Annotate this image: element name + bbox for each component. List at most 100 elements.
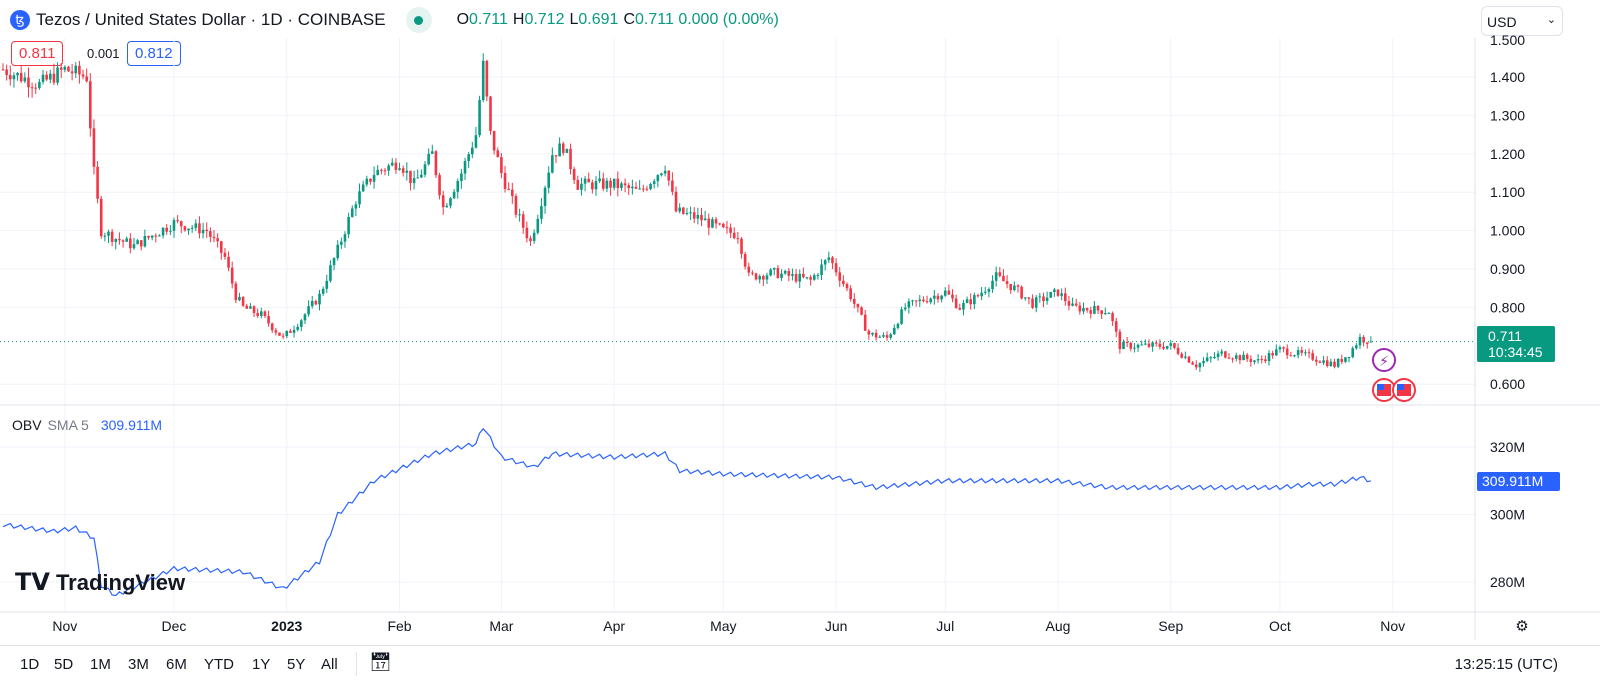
candle-body — [467, 154, 470, 162]
currency-select[interactable]: USD ⌄ — [1481, 6, 1563, 36]
obv-legend[interactable]: OBV SMA 5 309.911M — [12, 417, 163, 433]
candle-body — [634, 186, 638, 189]
candle-body — [30, 87, 34, 89]
candle-body — [1038, 296, 1042, 298]
candle-body — [438, 175, 441, 196]
candle-body — [1125, 341, 1129, 343]
candle-body — [532, 232, 536, 242]
range-6m[interactable]: 6M — [166, 656, 187, 673]
candle-body — [1209, 357, 1213, 359]
candle-body — [449, 198, 452, 206]
candle-body — [496, 150, 500, 158]
x-tick-label: Apr — [603, 618, 625, 634]
candle-body — [656, 175, 660, 182]
candle-body — [1304, 352, 1307, 354]
candle-body — [1282, 347, 1285, 349]
candle-body — [234, 283, 238, 301]
tradingview-logo[interactable]: 𝗧𝗩 TradingView — [15, 569, 186, 596]
range-1d[interactable]: 1D — [20, 656, 40, 673]
candle-body — [663, 170, 667, 174]
price-tick-label: 1.500 — [1490, 32, 1525, 48]
candle-body — [834, 263, 838, 273]
candle-body — [187, 228, 190, 231]
candle-body — [270, 323, 274, 331]
candle-body — [19, 72, 23, 82]
candle-body — [358, 191, 361, 205]
candle-body — [620, 183, 623, 189]
candle-body — [1184, 356, 1187, 358]
candle-body — [285, 330, 289, 337]
candle-body — [896, 323, 900, 328]
settings-gear-icon: ⚙ — [1515, 618, 1528, 635]
candle-body — [1114, 321, 1118, 332]
change-value: 0.000 (0.00%) — [678, 11, 779, 28]
candle-body — [139, 240, 143, 247]
range-3m[interactable]: 3M — [128, 656, 149, 673]
range-all[interactable]: All — [321, 656, 338, 673]
candle-body — [900, 309, 903, 324]
candle-body — [965, 299, 969, 303]
candle-body — [616, 178, 620, 189]
range-ytd[interactable]: YTD — [204, 656, 234, 673]
price-tick-label: 0.600 — [1490, 376, 1525, 392]
candle-body — [1071, 303, 1074, 306]
candle-body — [878, 336, 882, 338]
candle-body — [1067, 301, 1071, 306]
sell-button[interactable]: 0.811 — [11, 41, 64, 66]
candle-body — [1234, 355, 1238, 359]
range-5d[interactable]: 5D — [54, 656, 74, 673]
candle-body — [1063, 293, 1067, 302]
candle-body — [1078, 305, 1082, 312]
obv-line — [2, 427, 1372, 597]
candle-body — [219, 241, 223, 253]
candle-body — [471, 147, 474, 155]
price-tick-label: 1.400 — [1490, 69, 1525, 85]
symbol-title[interactable]: Tezos / United States Dollar · 1D · COIN… — [36, 10, 386, 29]
price-chart[interactable]: Nov Dec 2023 Feb Mar Apr May Jun Jul Aug Sep Oct Nov… — [0, 0, 1600, 645]
candle-body — [1213, 357, 1216, 359]
candle-body — [427, 153, 430, 165]
candle-body — [1315, 359, 1318, 362]
candle-body — [361, 184, 365, 192]
candle-body — [918, 299, 922, 302]
calendar-goto-icon[interactable]: 📅︎ — [369, 652, 392, 672]
candle-body — [729, 227, 732, 233]
candle-body — [179, 221, 183, 227]
candle-body — [63, 66, 67, 70]
candle-body — [583, 178, 587, 184]
candle-body — [376, 169, 380, 176]
candle-body — [394, 162, 398, 170]
candle-body — [107, 231, 110, 236]
candle-body — [685, 213, 689, 215]
range-1y[interactable]: 1Y — [252, 656, 271, 673]
candle-body — [274, 330, 278, 333]
candle-body — [8, 75, 12, 80]
candle-body — [885, 335, 889, 338]
candle-body — [762, 276, 765, 280]
candle-body — [52, 73, 56, 83]
candle-body — [405, 170, 409, 173]
candle-body — [1256, 359, 1260, 361]
market-status-icon[interactable] — [405, 7, 432, 33]
candle-body — [1176, 347, 1180, 354]
candle-body — [212, 236, 216, 239]
obv-tick-label: 320M — [1490, 439, 1525, 455]
candle-body — [70, 71, 74, 74]
candle-body — [1358, 336, 1362, 346]
buy-button[interactable]: 0.812 — [127, 41, 181, 66]
candle-body — [1096, 305, 1100, 311]
range-1m[interactable]: 1M — [90, 656, 111, 673]
range-5y[interactable]: 5Y — [287, 656, 306, 673]
candle-body — [110, 231, 114, 242]
candle-body — [16, 72, 19, 76]
candle-body — [307, 306, 310, 315]
candle-body — [1154, 342, 1158, 344]
last-price-label: 0.711 — [1488, 328, 1522, 344]
candle-body — [845, 284, 849, 289]
candle-body — [911, 300, 914, 302]
clock[interactable]: 13:25:15 (UTC) — [1454, 656, 1558, 673]
candle-body — [1147, 343, 1151, 347]
candle-body — [1045, 297, 1049, 301]
candle-body — [1296, 350, 1300, 356]
candle-body — [1122, 341, 1125, 349]
